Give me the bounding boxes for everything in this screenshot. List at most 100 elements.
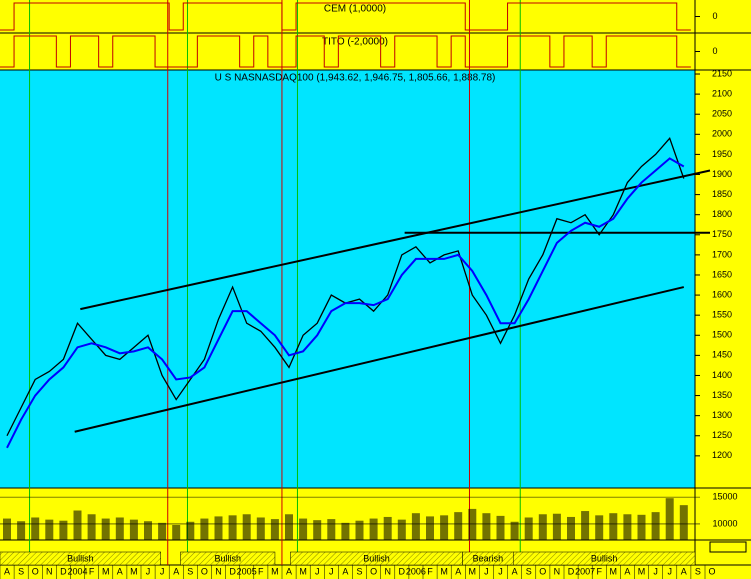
volume-bar bbox=[3, 518, 11, 540]
y-tick-label: 1650 bbox=[712, 269, 732, 279]
volume-bar bbox=[454, 512, 463, 540]
x-tick-label: J bbox=[653, 566, 658, 576]
volume-bar bbox=[665, 498, 674, 540]
x-tick-label: A bbox=[286, 566, 292, 576]
x-tick-label: S bbox=[356, 566, 362, 576]
volume-bar bbox=[186, 521, 195, 540]
volume-bar bbox=[637, 514, 646, 540]
volume-bar bbox=[567, 516, 575, 540]
y-tick-label: 1350 bbox=[712, 390, 732, 400]
y-tick-label: 2000 bbox=[712, 129, 732, 139]
x-tick-label: A bbox=[4, 566, 10, 576]
volume-bar bbox=[552, 513, 561, 540]
x-tick-label: D bbox=[399, 566, 406, 576]
x-tick-label: J bbox=[484, 566, 489, 576]
x-tick-label: M bbox=[102, 566, 110, 576]
x-tick-label: A bbox=[681, 566, 687, 576]
x-tick-label: J bbox=[667, 566, 672, 576]
x-tick-label: S bbox=[695, 566, 701, 576]
x-tick-label: O bbox=[370, 566, 377, 576]
regime-band bbox=[512, 551, 696, 566]
x-tick-label: O bbox=[32, 566, 39, 576]
cem-label: CEM (1,0000) bbox=[324, 4, 386, 15]
volume-bar bbox=[679, 505, 688, 540]
trendline bbox=[74, 286, 685, 433]
x-tick-label: M bbox=[299, 566, 307, 576]
y-tick-label: 1950 bbox=[712, 149, 732, 159]
volume-bar bbox=[270, 519, 279, 540]
x-tick-label: J bbox=[329, 566, 334, 576]
volume-bar bbox=[242, 514, 251, 540]
volume-bar bbox=[115, 517, 124, 540]
y-tick-label: 1800 bbox=[712, 209, 732, 219]
y-tick-label: 1600 bbox=[712, 289, 732, 299]
volume-bar bbox=[341, 522, 350, 540]
x-tick-label: D bbox=[60, 566, 67, 576]
volume-bar bbox=[158, 522, 167, 540]
x-tick-label: F bbox=[596, 566, 602, 576]
volume-bar bbox=[17, 521, 26, 540]
y-tick-label: 2100 bbox=[712, 88, 732, 98]
x-tick-label: J bbox=[160, 566, 165, 576]
volume-bar bbox=[411, 513, 420, 540]
x-tick-label: N bbox=[215, 566, 222, 576]
tito-line bbox=[0, 35, 691, 68]
volume-bar bbox=[256, 517, 265, 540]
y-tick-label: 1250 bbox=[712, 430, 732, 440]
cem-line bbox=[0, 2, 691, 31]
x-tick-label: J bbox=[146, 566, 151, 576]
y-tick-label: 1300 bbox=[712, 410, 732, 420]
volume-bar bbox=[59, 520, 68, 540]
y-tick-label: 2050 bbox=[712, 109, 732, 119]
volume-bar bbox=[426, 516, 434, 540]
x-tick-label: A bbox=[455, 566, 461, 576]
x-tick-label: N bbox=[384, 566, 391, 576]
volume-bar bbox=[200, 518, 209, 540]
x-tick-label: F bbox=[427, 566, 433, 576]
y-tick-label: 1750 bbox=[712, 229, 732, 239]
x-tick-label: M bbox=[610, 566, 618, 576]
trendline bbox=[80, 169, 711, 311]
x-tick-label: A bbox=[117, 566, 123, 576]
y-tick-label: 1850 bbox=[712, 189, 732, 199]
volume-bar bbox=[144, 521, 152, 540]
x-tick-label: J bbox=[498, 566, 503, 576]
volume-bar bbox=[609, 513, 618, 540]
x-tick-label: M bbox=[440, 566, 448, 576]
volume-bar bbox=[524, 517, 533, 540]
volume-bar bbox=[327, 519, 336, 540]
x-tick-label: M bbox=[130, 566, 138, 576]
x-tick-label: D bbox=[229, 566, 236, 576]
regime-band bbox=[0, 551, 161, 566]
x-tick-label: 2005 bbox=[237, 566, 257, 576]
main-panel bbox=[0, 70, 695, 488]
regime-label: Bearish bbox=[473, 553, 504, 563]
volume-bar bbox=[369, 518, 378, 540]
volume-bar bbox=[651, 512, 660, 540]
volume-bar bbox=[31, 517, 40, 540]
x-tick-label: N bbox=[554, 566, 561, 576]
volume-bar bbox=[595, 515, 604, 540]
regime-label: Bullish bbox=[67, 553, 94, 563]
volume-bar bbox=[510, 521, 519, 540]
x-tick-label: S bbox=[187, 566, 193, 576]
x-tick-label: A bbox=[173, 566, 179, 576]
volume-bar bbox=[285, 514, 293, 540]
volume-bar bbox=[299, 518, 308, 540]
volume-bar bbox=[538, 514, 547, 540]
volume-bar bbox=[228, 515, 237, 540]
x-tick-label: S bbox=[18, 566, 24, 576]
volume-bar bbox=[45, 519, 54, 540]
volume-bar bbox=[73, 510, 82, 540]
y-tick-label: 1900 bbox=[712, 169, 732, 179]
volume-bar bbox=[313, 520, 322, 540]
volume-bar bbox=[496, 515, 505, 540]
y-tick-label: 1200 bbox=[712, 450, 732, 460]
volume-bar bbox=[129, 519, 138, 540]
x-tick-label: M bbox=[469, 566, 477, 576]
x-tick-label: F bbox=[258, 566, 264, 576]
volume-bar bbox=[172, 524, 181, 540]
regime-label: Bullish bbox=[214, 553, 241, 563]
tito-label: TITO (-2,0000) bbox=[322, 37, 388, 48]
